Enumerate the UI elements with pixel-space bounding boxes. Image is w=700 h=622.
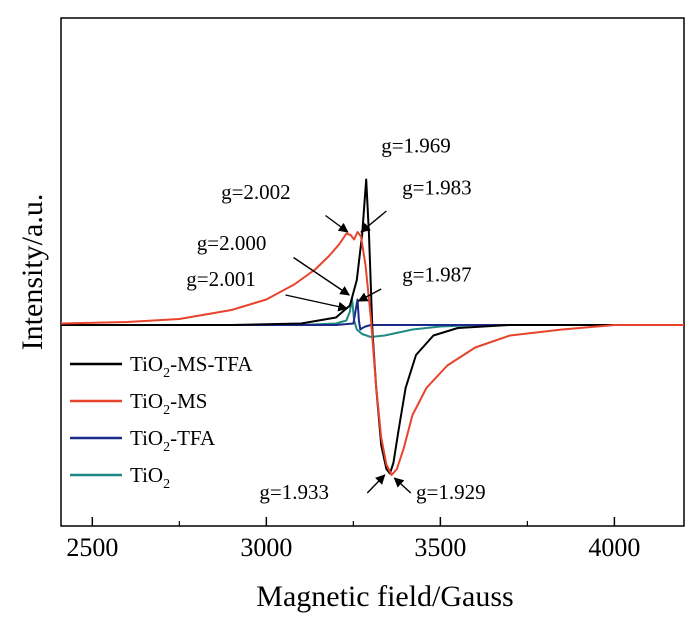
g-value-annotation: g=2.001	[186, 267, 256, 291]
legend-label-main: TiO	[130, 426, 163, 450]
annotation-arrow	[366, 474, 386, 494]
g-value-annotation: g=2.002	[221, 180, 291, 204]
legend-label-subscript: 2	[163, 403, 170, 418]
g-value-annotation: g=1.929	[416, 480, 486, 504]
annotation-layer: g=1.969 g=2.002 g=1.983 g=2.000 g=2.001 g=1.9…	[186, 134, 485, 505]
legend-label-subscript: 2	[163, 477, 170, 492]
series-layer	[60, 178, 684, 476]
legend-label-suffix: -MS-TFA	[170, 352, 253, 376]
x-tick-label: 2500	[66, 533, 118, 562]
g-value-annotation: g=2.000	[197, 231, 267, 255]
g-value-annotation: g=1.969	[381, 134, 451, 158]
legend-label-suffix: -TFA	[170, 426, 216, 450]
x-tick-label: 3000	[240, 533, 292, 562]
legend-label-suffix: -MS	[170, 389, 207, 413]
y-axis-label: Intensity/a.u.	[16, 194, 49, 351]
annotation-arrow	[360, 210, 387, 233]
x-tick-label: 4000	[588, 533, 640, 562]
g-value-annotation: g=1.987	[402, 263, 472, 287]
annotation-arrow	[393, 477, 412, 494]
g-value-annotation: g=1.933	[259, 480, 329, 504]
legend-label-main: TiO	[130, 463, 163, 487]
annotation-arrow	[293, 256, 350, 296]
legend-label-main: TiO	[130, 352, 163, 376]
legend-label-subscript: 2	[163, 440, 170, 455]
x-tick-label: 3500	[414, 533, 466, 562]
series-line-3	[61, 297, 684, 338]
annotation-arrow	[285, 294, 349, 312]
annotation-arrow	[357, 288, 382, 302]
legend-label-main: TiO	[130, 389, 163, 413]
series-line-2	[61, 298, 684, 331]
legend-label: TiO2-TFA	[130, 426, 216, 455]
g-value-annotation: g=1.983	[402, 176, 472, 200]
legend-label: TiO2-MS	[130, 389, 207, 418]
x-axis-ticks: 2500 3000 3500 4000	[66, 517, 640, 562]
plot-frame	[60, 17, 685, 527]
series-line-1	[60, 231, 684, 476]
legend-label-subscript: 2	[163, 366, 170, 381]
legend-label: TiO2	[130, 463, 170, 492]
x-axis-label: Magnetic field/Gauss	[256, 580, 513, 613]
annotation-arrow	[325, 214, 349, 233]
legend-label: TiO2-MS-TFA	[130, 352, 253, 381]
